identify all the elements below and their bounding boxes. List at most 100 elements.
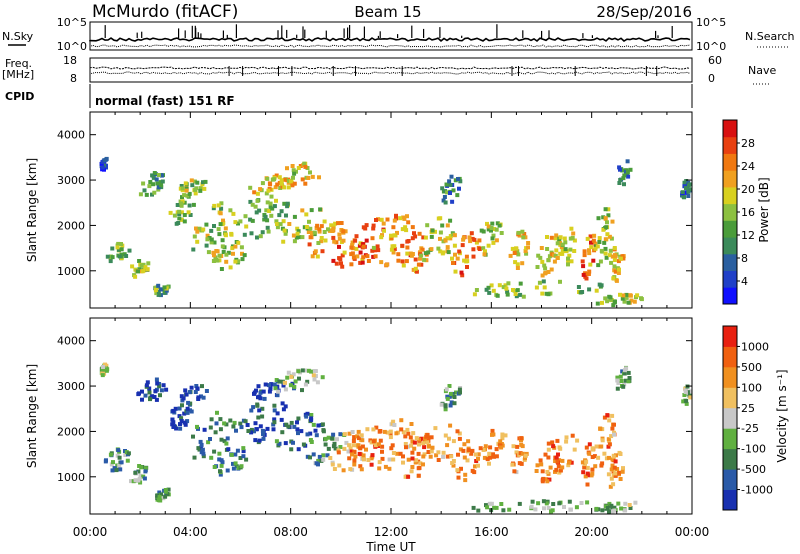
xtick-label: 00:00: [675, 525, 710, 539]
scatter-cell: [143, 393, 148, 398]
scatter-cell: [143, 469, 148, 474]
scatter-cell: [243, 214, 248, 219]
scatter-cell: [162, 289, 167, 294]
scatter-cell: [100, 165, 105, 170]
scatter-cell: [595, 301, 600, 306]
scatter-cell: [596, 263, 601, 268]
scatter-cell: [440, 251, 445, 256]
scatter-cell: [308, 455, 312, 460]
scatter-cell: [360, 438, 365, 443]
scatter-cell: [574, 505, 579, 510]
scatter-cell: [438, 236, 442, 241]
scatter-cell: [309, 231, 314, 235]
scatter-cell: [603, 216, 608, 221]
scatter-cell: [398, 451, 403, 456]
scatter-cell: [453, 252, 457, 257]
colorbar-segment: [723, 203, 737, 221]
scatter-cell: [539, 246, 544, 250]
scatter-cell: [284, 422, 289, 427]
scatter-cell: [461, 448, 466, 453]
scatter-cell: [440, 223, 445, 228]
scatter-cell: [541, 499, 546, 504]
scatter-cell: [253, 438, 258, 443]
scatter-cell: [603, 246, 608, 251]
scatter-cell: [192, 234, 197, 239]
scatter-cell: [553, 459, 558, 463]
scatter-cell: [268, 201, 273, 206]
scatter-cell: [410, 225, 415, 230]
scatter-cell: [688, 187, 692, 192]
freq-unit: [MHz]: [2, 68, 34, 81]
scatter-cell: [545, 470, 550, 474]
scatter-cell: [617, 470, 621, 475]
scatter-cell: [282, 177, 287, 182]
scatter-cell: [139, 263, 144, 268]
scatter-cell: [623, 508, 628, 513]
scatter-cell: [374, 425, 379, 430]
scatter-cell: [602, 240, 607, 245]
scatter-cell: [516, 230, 521, 235]
scatter-cell: [604, 225, 609, 230]
scatter-cell: [572, 238, 577, 243]
scatter-cell: [323, 436, 328, 441]
scatter-cell: [628, 293, 633, 298]
scatter-cell: [311, 452, 316, 457]
scatter-cell: [198, 439, 203, 444]
scatter-cell: [613, 299, 617, 304]
scatter-cell: [114, 468, 119, 473]
noise-panel-frame: [89, 21, 693, 51]
scatter-cell: [156, 187, 161, 192]
scatter-cell: [269, 213, 274, 218]
scatter-cell: [445, 443, 450, 448]
colorbar-segment: [723, 407, 737, 429]
colorbar-tick-label: 1000: [741, 340, 769, 353]
scatter-cell: [416, 459, 421, 464]
scatter-cell: [613, 473, 618, 478]
scatter-cell: [484, 503, 488, 508]
scatter-cell: [341, 238, 346, 243]
scatter-cell: [546, 270, 551, 274]
scatter-cell: [295, 420, 299, 425]
scatter-cell: [439, 402, 444, 407]
scatter-cell: [600, 461, 605, 466]
scatter-cell: [251, 405, 256, 410]
scatter-cell: [408, 435, 413, 440]
scatter-cell: [192, 455, 197, 460]
scatter-cell: [179, 210, 184, 215]
scatter-cell: [445, 394, 450, 399]
scatter-cell: [455, 468, 460, 473]
scatter-cell: [507, 507, 512, 512]
scatter-cell: [515, 288, 520, 293]
scatter-cell: [254, 388, 258, 393]
scatter-cell: [141, 181, 146, 186]
freq-panel-frame: [89, 57, 693, 83]
ytick-label: 1000: [57, 265, 85, 278]
scatter-cell: [448, 182, 453, 187]
scatter-cell: [450, 199, 455, 204]
scatter-cell: [268, 204, 273, 209]
scatter-cell: [139, 465, 144, 470]
scatter-cell: [159, 287, 164, 292]
scatter-cell: [467, 235, 472, 240]
scatter-cell: [206, 440, 211, 445]
beam-label: Beam 15: [354, 3, 421, 21]
scatter-cell: [477, 247, 482, 251]
scatter-cell: [457, 186, 461, 191]
scatter-cell: [605, 413, 610, 418]
scatter-cell: [195, 229, 200, 234]
scatter-cell: [171, 408, 176, 413]
scatter-cell: [618, 477, 623, 481]
scatter-cell: [481, 246, 486, 251]
scatter-cell: [322, 219, 327, 224]
xtick-label: 00:00: [73, 525, 108, 539]
scatter-cell: [191, 202, 196, 207]
scatter-cell: [306, 368, 311, 373]
scatter-cell: [362, 457, 366, 462]
scatter-cell: [619, 506, 624, 511]
scatter-cell: [474, 459, 479, 463]
scatter-cell: [510, 246, 515, 251]
scatter-cell: [179, 184, 184, 188]
scatter-cell: [601, 227, 606, 232]
scatter-cell: [608, 295, 613, 300]
scatter-cell: [117, 254, 122, 259]
